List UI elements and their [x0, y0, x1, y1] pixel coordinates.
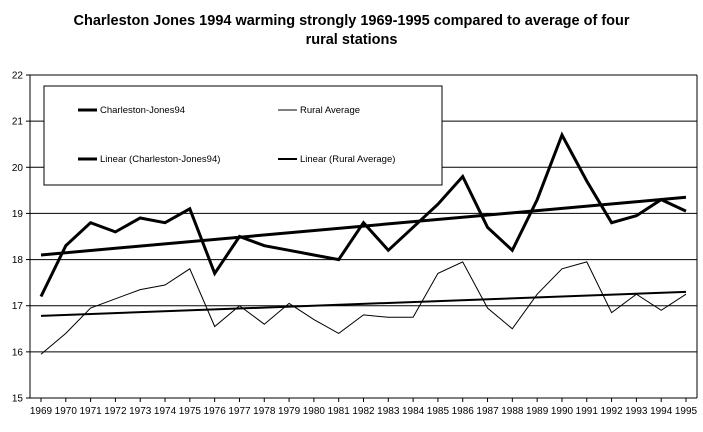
- chart-title: Charleston Jones 1994 warming strongly 1…: [0, 12, 703, 50]
- x-tick-label: 1990: [551, 406, 574, 417]
- x-tick-label: 1971: [79, 406, 102, 417]
- chart-title-line-2: rural stations: [305, 32, 398, 48]
- y-tick-label: 20: [12, 163, 24, 174]
- y-tick-label: 19: [12, 209, 24, 220]
- x-tick-label: 1975: [179, 406, 202, 417]
- legend-label-rural: Rural Average: [300, 105, 360, 116]
- legend-label-linear-rural: Linear (Rural Average): [300, 154, 395, 165]
- x-tick-label: 1977: [228, 406, 251, 417]
- x-tick-label: 1973: [129, 406, 152, 417]
- x-tick-label: 1979: [278, 406, 301, 417]
- axes: 15 16 17 18 19 20 21 22 1969 1970 1971 1972 1973 1974…: [12, 71, 698, 418]
- x-tick-label: 1995: [675, 406, 698, 417]
- x-tick-label: 1982: [352, 406, 375, 417]
- x-tick-label: 1984: [402, 406, 425, 417]
- chart-title-line-1: Charleston Jones 1994 warming strongly 1…: [73, 13, 630, 29]
- x-tick-label: 1987: [476, 406, 499, 417]
- x-tick-label: 1993: [625, 406, 648, 417]
- x-tick-label: 1988: [501, 406, 524, 417]
- x-tick-label: 1978: [253, 406, 276, 417]
- trendline-0: [40, 195, 687, 257]
- y-tick-label: 18: [12, 255, 24, 266]
- x-tick-label: 1991: [576, 406, 599, 417]
- y-tick-label: 15: [12, 394, 24, 405]
- legend-label-linear-charleston: Linear (Charleston-Jones94): [100, 154, 220, 165]
- x-tick-label: 1981: [328, 406, 351, 417]
- x-tick-label: 1970: [55, 406, 78, 417]
- series-line-rural-average: [40, 261, 687, 355]
- x-tick-label: 1976: [204, 406, 227, 417]
- trendline-1: [40, 290, 687, 317]
- legend-box: [43, 85, 443, 186]
- x-tick-label: 1972: [104, 406, 127, 417]
- legend: Charleston-Jones94 Rural Average Linear …: [43, 85, 443, 186]
- series-line-charleston-jones94: [39, 131, 687, 298]
- y-tick-label: 16: [12, 347, 24, 358]
- x-tick-label: 1992: [600, 406, 623, 417]
- legend-label-charleston: Charleston-Jones94: [100, 105, 185, 116]
- x-tick-label: 1986: [452, 406, 475, 417]
- series-lines: [39, 131, 687, 355]
- y-tick-label: 17: [12, 301, 24, 312]
- x-tick-label: 1983: [377, 406, 400, 417]
- x-tick-label: 1985: [427, 406, 450, 417]
- x-tick-label: 1969: [30, 406, 53, 417]
- x-tick-label: 1974: [154, 406, 177, 417]
- x-tick-label: 1994: [650, 406, 673, 417]
- y-tick-label: 22: [12, 71, 24, 82]
- x-tick-label: 1980: [303, 406, 326, 417]
- trendlines: [40, 195, 687, 317]
- y-tick-label: 21: [12, 117, 24, 128]
- x-tick-label: 1989: [526, 406, 549, 417]
